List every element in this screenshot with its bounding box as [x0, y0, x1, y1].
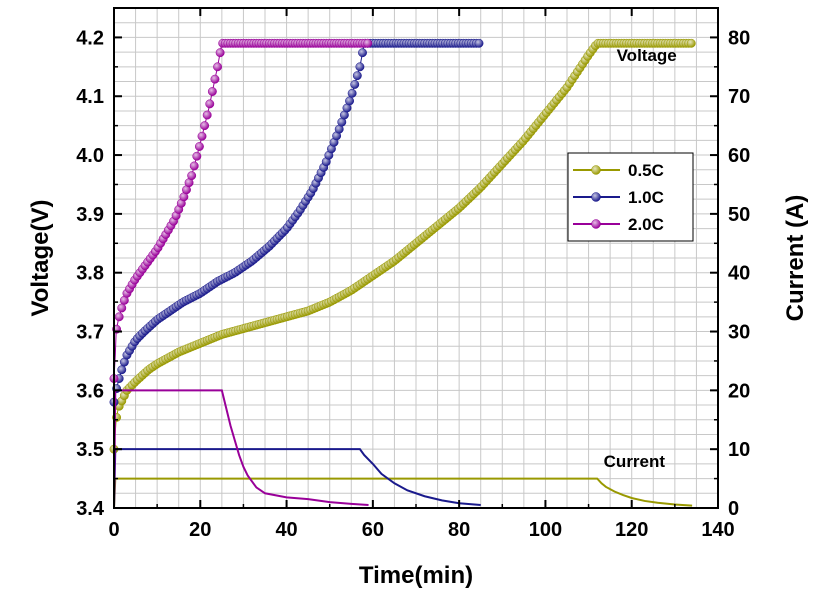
- x-tick-label: 140: [701, 519, 734, 541]
- current-line-2-0C: [113, 389, 369, 509]
- y-left-tick-label: 4.1: [76, 86, 104, 108]
- x-tick-label: 80: [448, 519, 470, 541]
- x-tick-label: 40: [275, 519, 297, 541]
- grid: [114, 8, 718, 508]
- y-left-tick-label: 3.5: [76, 439, 104, 461]
- y-right-tick-label: 10: [728, 439, 750, 461]
- ticks: 0 20 40 60 80 100 120 1403.43.53.63.73.83.94.04…: [76, 8, 750, 541]
- voltage-point-2-0C: [192, 151, 202, 161]
- voltage-point-2-0C: [200, 121, 210, 131]
- voltage-point-2-0C: [213, 62, 222, 72]
- voltage-point-1-0C: [474, 38, 484, 48]
- y-right-tick-label: 50: [728, 204, 750, 226]
- current-annotation: Current: [604, 452, 666, 471]
- y-axis-right-title: Current (A): [782, 195, 809, 322]
- voltage-point-2-0C: [215, 48, 225, 58]
- voltage-point-2-0C: [205, 99, 215, 109]
- voltage-point-2-0C: [114, 312, 124, 322]
- voltage-point-2-0C: [197, 131, 207, 141]
- voltage-point-1-0C: [352, 71, 362, 81]
- series-1-0C: [109, 38, 484, 509]
- y-right-tick-label: 70: [728, 86, 750, 108]
- y-right-tick-label: 60: [728, 145, 750, 167]
- x-tick-label: 60: [362, 519, 384, 541]
- x-tick-label: 120: [615, 519, 648, 541]
- legend-marker-1-0C: [591, 192, 601, 202]
- voltage-point-2-0C: [194, 142, 204, 151]
- y-left-tick-label: 3.7: [76, 322, 104, 344]
- legend: 0.5C 1.0C 2.0C: [567, 152, 694, 242]
- legend-label-2-0C: 2.0C: [628, 215, 664, 234]
- voltage-point-2-0C: [210, 74, 220, 84]
- y-left-tick-label: 3.6: [76, 380, 104, 402]
- legend-label-1-0C: 1.0C: [628, 188, 664, 207]
- y-left-tick-label: 3.4: [76, 498, 105, 520]
- x-tick-label: 0: [108, 519, 119, 541]
- voltage-point-0-5C: [686, 38, 696, 48]
- series-2-0C: [109, 38, 373, 509]
- x-tick-label: 100: [529, 519, 562, 541]
- y-right-tick-label: 0: [728, 498, 739, 520]
- x-axis-title: Time(min): [359, 562, 473, 589]
- voltage-point-1-0C: [345, 96, 355, 106]
- series-layer: [109, 38, 696, 509]
- y-left-tick-label: 4.0: [76, 145, 104, 167]
- voltage-point-2-0C: [189, 161, 199, 171]
- y-right-tick-label: 80: [728, 27, 750, 49]
- y-left-tick-label: 4.2: [76, 27, 104, 49]
- voltage-point-2-0C: [363, 38, 373, 48]
- voltage-point-2-0C: [117, 303, 127, 313]
- x-tick-label: 20: [189, 519, 211, 541]
- legend-marker-0-5C: [591, 165, 601, 175]
- voltage-point-1-0C: [117, 365, 127, 375]
- current-line-0-5C: [113, 477, 693, 509]
- y-axis-left-title: Voltage(V): [27, 200, 54, 317]
- voltage-annotation: Voltage: [617, 46, 677, 65]
- y-left-tick-label: 3.9: [76, 204, 104, 226]
- voltage-point-1-0C: [347, 88, 357, 98]
- voltage-point-1-0C: [355, 62, 365, 72]
- y-right-tick-label: 30: [728, 322, 750, 344]
- voltage-point-2-0C: [202, 110, 212, 120]
- voltage-point-2-0C: [187, 171, 197, 181]
- voltage-point-1-0C: [358, 48, 367, 58]
- legend-label-0-5C: 0.5C: [628, 161, 664, 180]
- y-left-tick-label: 3.8: [76, 263, 104, 285]
- voltage-point-1-0C: [350, 80, 360, 89]
- legend-marker-2-0C: [591, 219, 601, 229]
- voltage-point-2-0C: [207, 87, 217, 96]
- y-right-tick-label: 20: [728, 380, 750, 402]
- y-right-tick-label: 40: [728, 263, 750, 285]
- current-line-1-0C: [113, 448, 481, 509]
- series-0-5C: [109, 38, 696, 509]
